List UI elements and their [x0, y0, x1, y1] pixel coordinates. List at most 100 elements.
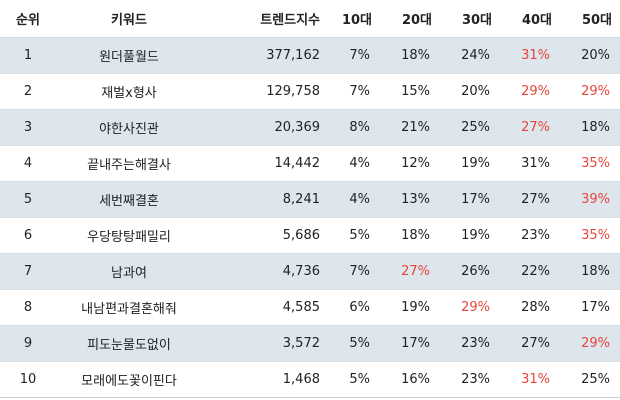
cell-age50: 18%: [581, 263, 610, 279]
cell-age40: 27%: [521, 191, 550, 207]
cell-age50: 29%: [581, 335, 610, 351]
table-body: 1 원더풀월드 377,162 7% 18% 24% 31% 20% 2 재벌x형사 129,758…: [0, 37, 620, 397]
cell-keyword: 남과여: [111, 265, 147, 281]
header-rank: 순위: [0, 0, 56, 38]
cell-age10: 5%: [349, 371, 370, 387]
cell-trend-index: 8,241: [282, 191, 320, 207]
cell-age50: 20%: [581, 47, 610, 63]
cell-trend-index: 5,686: [282, 227, 320, 243]
cell-keyword: 피도눈물도없이: [87, 337, 171, 353]
cell-age10: 4%: [349, 191, 370, 207]
table-row: 1 원더풀월드 377,162 7% 18% 24% 31% 20%: [0, 37, 620, 73]
cell-trend-index: 4,736: [282, 263, 320, 279]
cell-age20: 15%: [401, 83, 430, 99]
cell-age10: 4%: [349, 155, 370, 171]
cell-age30: 17%: [461, 191, 490, 207]
cell-age50: 17%: [581, 299, 610, 315]
cell-keyword: 세번째결혼: [99, 193, 159, 209]
cell-rank: 5: [23, 191, 33, 207]
cell-age10: 5%: [349, 227, 370, 243]
cell-age20: 27%: [401, 263, 430, 279]
cell-age40: 27%: [521, 335, 550, 351]
cell-rank: 2: [23, 83, 33, 99]
cell-trend-index: 4,585: [282, 299, 320, 315]
cell-keyword: 원더풀월드: [99, 49, 159, 65]
header-age30: 30대: [444, 0, 504, 38]
cell-keyword: 끝내주는해결사: [87, 157, 171, 173]
cell-age10: 7%: [349, 83, 370, 99]
cell-rank: 9: [23, 335, 33, 351]
cell-trend-index: 20,369: [274, 119, 321, 135]
cell-age10: 7%: [349, 263, 370, 279]
header-age40: 40대: [504, 0, 564, 38]
cell-age20: 19%: [401, 299, 430, 315]
cell-age20: 17%: [401, 335, 430, 351]
cell-age50: 18%: [581, 119, 610, 135]
cell-age20: 16%: [401, 371, 430, 387]
cell-age40: 31%: [521, 155, 550, 171]
table-row: 4 끝내주는해결사 14,442 4% 12% 19% 31% 35%: [0, 145, 620, 181]
cell-age30: 29%: [461, 299, 490, 315]
cell-trend-index: 377,162: [266, 47, 320, 63]
cell-age20: 18%: [401, 47, 430, 63]
header-age50: 50대: [564, 0, 620, 38]
cell-age30: 26%: [461, 263, 490, 279]
cell-age30: 20%: [461, 83, 490, 99]
cell-rank: 1: [23, 47, 33, 63]
cell-age50: 29%: [581, 83, 610, 99]
cell-age40: 31%: [521, 371, 550, 387]
cell-age30: 19%: [461, 155, 490, 171]
cell-age50: 25%: [581, 371, 610, 387]
cell-age40: 22%: [521, 263, 550, 279]
cell-trend-index: 129,758: [266, 83, 320, 99]
table-row: 9 피도눈물도없이 3,572 5% 17% 23% 27% 29%: [0, 325, 620, 361]
cell-keyword: 야한사진관: [99, 121, 159, 137]
cell-keyword: 우당탕탕패밀리: [87, 229, 171, 245]
cell-rank: 7: [23, 263, 33, 279]
cell-keyword: 재벌x형사: [101, 85, 157, 101]
cell-rank: 10: [19, 371, 37, 387]
table-row: 5 세번째결혼 8,241 4% 13% 17% 27% 39%: [0, 181, 620, 217]
cell-age20: 21%: [401, 119, 430, 135]
cell-keyword: 내남편과결혼해줘: [81, 301, 177, 317]
cell-age40: 29%: [521, 83, 550, 99]
cell-age10: 8%: [349, 119, 370, 135]
header-age20: 20대: [384, 0, 444, 38]
cell-age50: 35%: [581, 155, 610, 171]
cell-age20: 18%: [401, 227, 430, 243]
table-row: 6 우당탕탕패밀리 5,686 5% 18% 19% 23% 35%: [0, 217, 620, 253]
cell-age20: 12%: [401, 155, 430, 171]
cell-age30: 19%: [461, 227, 490, 243]
cell-rank: 8: [23, 299, 33, 315]
cell-rank: 6: [23, 227, 33, 243]
cell-age30: 23%: [461, 371, 490, 387]
header-keyword: 키워드: [56, 0, 202, 38]
cell-age30: 25%: [461, 119, 490, 135]
cell-age50: 39%: [581, 191, 610, 207]
cell-age40: 23%: [521, 227, 550, 243]
cell-age20: 13%: [401, 191, 430, 207]
cell-age10: 7%: [349, 47, 370, 63]
table-row: 10 모래에도꽃이핀다 1,468 5% 16% 23% 31% 25%: [0, 361, 620, 397]
cell-age10: 5%: [349, 335, 370, 351]
table-row: 7 남과여 4,736 7% 27% 26% 22% 18%: [0, 253, 620, 289]
cell-keyword: 모래에도꽃이핀다: [81, 373, 177, 389]
table-row: 2 재벌x형사 129,758 7% 15% 20% 29% 29%: [0, 73, 620, 109]
cell-age30: 24%: [461, 47, 490, 63]
cell-age30: 23%: [461, 335, 490, 351]
cell-trend-index: 14,442: [274, 155, 321, 171]
cell-rank: 3: [23, 119, 33, 135]
cell-age40: 27%: [521, 119, 550, 135]
cell-rank: 4: [23, 155, 33, 171]
header-trend-index: 트렌드지수: [202, 0, 326, 38]
cell-age10: 6%: [349, 299, 370, 315]
cell-age40: 28%: [521, 299, 550, 315]
cell-trend-index: 3,572: [282, 335, 320, 351]
cell-trend-index: 1,468: [282, 371, 320, 387]
cell-age50: 35%: [581, 227, 610, 243]
table-row: 8 내남편과결혼해줘 4,585 6% 19% 29% 28% 17%: [0, 289, 620, 325]
cell-age40: 31%: [521, 47, 550, 63]
table-row: 3 야한사진관 20,369 8% 21% 25% 27% 18%: [0, 109, 620, 145]
